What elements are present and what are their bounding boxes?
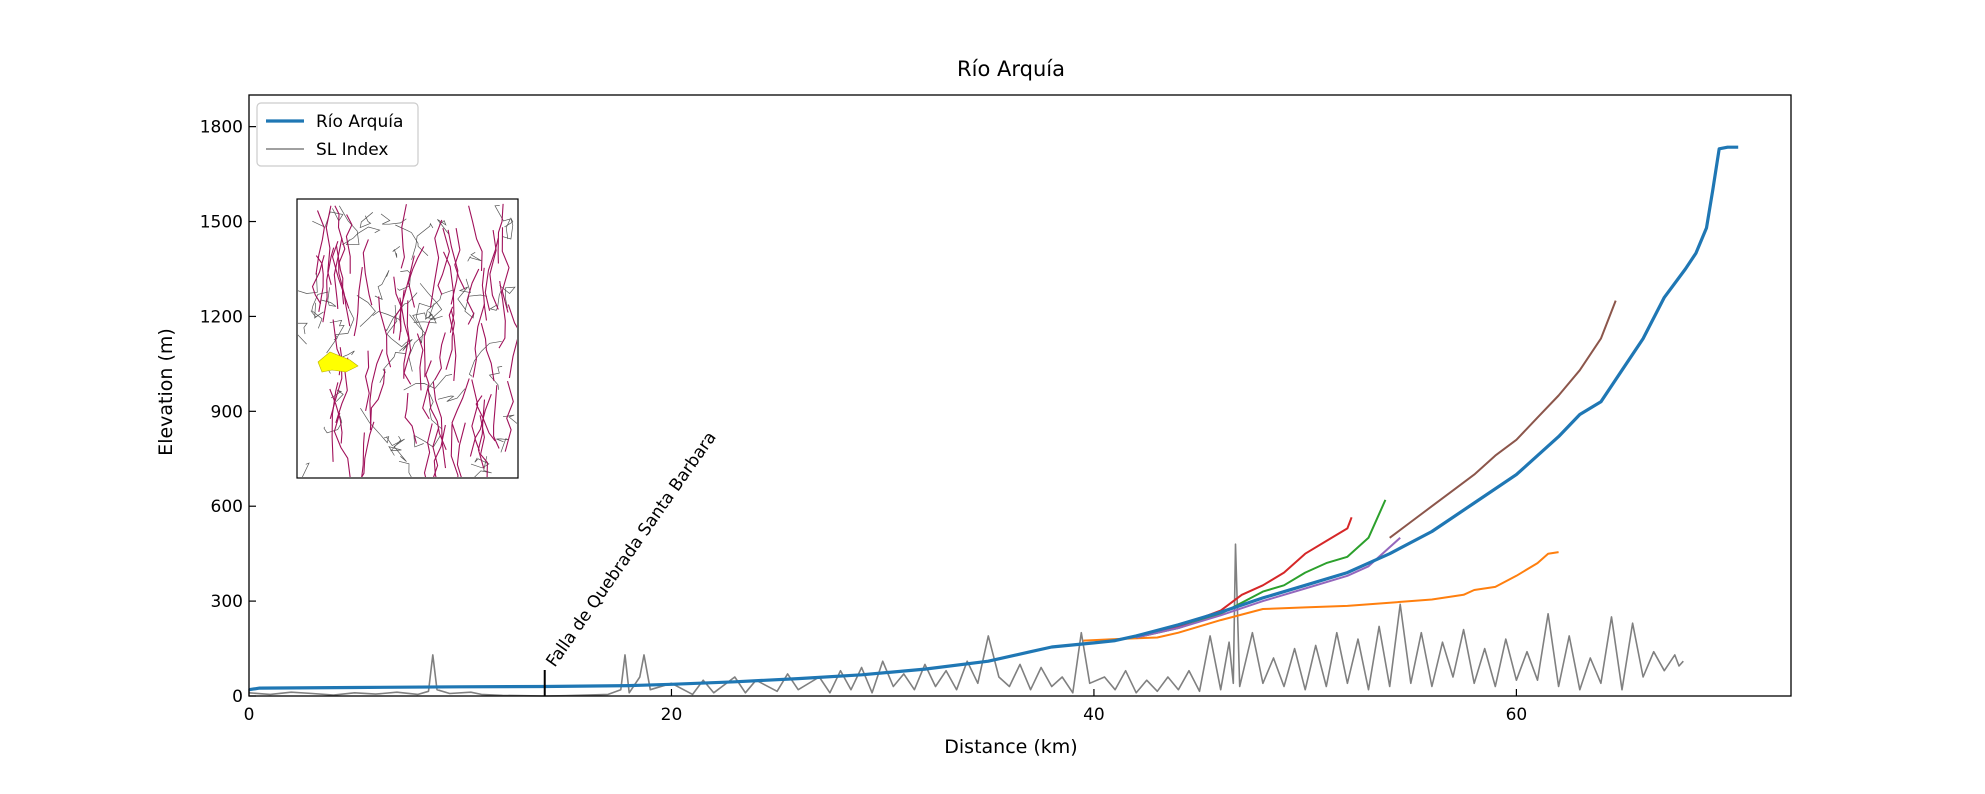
y-tick-label-2: 600: [211, 497, 243, 517]
chart-title: Río Arquía: [957, 57, 1065, 81]
y-tick-label-0: 0: [232, 687, 243, 707]
series-line-5: [1135, 537, 1401, 639]
series-line-4: [1135, 516, 1353, 639]
series-line-1: [248, 543, 1684, 697]
y-tick-label-5: 1500: [200, 213, 243, 233]
y-tick-label-6: 1800: [200, 118, 243, 138]
series-line-6: [1389, 300, 1617, 539]
x-tick-label-3: 60: [1506, 705, 1528, 725]
series-line-3: [1135, 499, 1387, 639]
legend-box: [256, 102, 419, 167]
y-axis-label: Elevation (m): [155, 328, 177, 456]
legend: Río Arquía SL Index: [256, 102, 419, 167]
x-tick-label-2: 40: [1083, 705, 1105, 725]
y-tick-label-4: 1200: [200, 307, 243, 327]
fault-annotation-label: Falla de Quebrada Santa Barbara: [542, 428, 720, 671]
plot-frame: [248, 94, 1792, 697]
x-tick-label-1: 20: [661, 705, 683, 725]
fault-map-inset: [296, 198, 519, 479]
plot-area: [248, 145, 1739, 697]
y-tick-label-3: 900: [211, 402, 243, 422]
fault-annotation: Falla de Quebrada Santa Barbara: [542, 428, 721, 696]
x-axis-label: Distance (km): [944, 736, 1077, 758]
x-tick-label-0: 0: [244, 705, 255, 725]
legend-label-rio-arquia: Río Arquía: [316, 112, 403, 132]
y-tick-label-1: 300: [211, 592, 243, 612]
legend-label-sl-index: SL Index: [316, 140, 388, 160]
series-line-2: [1083, 551, 1559, 642]
series-line-0: [248, 145, 1739, 692]
